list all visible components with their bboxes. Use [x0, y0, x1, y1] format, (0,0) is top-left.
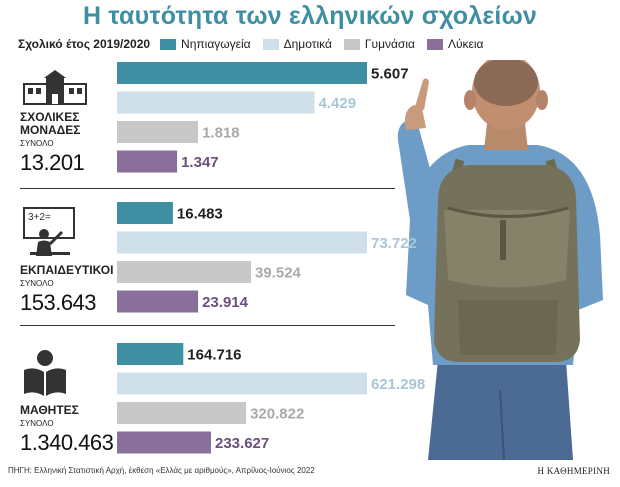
bar-1-3: [117, 121, 199, 143]
bar-2-3: [117, 261, 251, 283]
legend-swatch: [343, 38, 360, 50]
section-name-schools: ΣΧΟΛΙΚΕΣ ΜΟΝΑΔΕΣ: [20, 111, 81, 137]
legend-item-dimotika: Δημοτικά: [262, 37, 332, 51]
section-total-schools: 13.201: [20, 150, 85, 175]
section-sub-label: ΣΥΝΟΛΟ: [20, 419, 54, 428]
section-sub-label: ΣΥΝΟΛΟ: [20, 139, 54, 148]
bar-value-label: 5.607: [371, 66, 409, 83]
student-with-backpack-photo: [397, 60, 603, 460]
section-sub-label: ΣΥΝΟΛΟ: [20, 279, 54, 288]
bar-value-label: 4.429: [319, 95, 357, 112]
section-total-teachers: 153.643: [20, 290, 97, 315]
legend-label: Γυμνάσια: [364, 37, 415, 51]
legend-year: Σχολικό έτος 2019/2020: [18, 37, 151, 51]
section-name-line: ΣΧΟΛΙΚΕΣ: [20, 110, 80, 124]
legend-label: Λύκεια: [447, 37, 484, 51]
section-name-students: ΜΑΘΗΤΕΣ: [20, 403, 79, 417]
source-note: ΠΗΓΗ: Ελληνική Στατιστική Αρχή, έκθεση «…: [8, 466, 315, 475]
bar-2-2: [117, 231, 367, 254]
svg-text:3+2=: 3+2=: [28, 212, 51, 223]
legend-swatch: [160, 38, 177, 50]
bar-2-4: [117, 290, 199, 313]
bar-value-label: 320.822: [250, 406, 304, 423]
bar-1-2: [117, 91, 315, 114]
bar-1-1: [117, 62, 367, 84]
legend-item-nipiagogeia: Νηπιαγωγεία: [160, 37, 251, 51]
bar-3-2: [117, 372, 367, 395]
bar-value-label: 23.914: [202, 294, 249, 311]
legend-label: Νηπιαγωγεία: [181, 37, 251, 51]
section-divider: [20, 188, 395, 189]
school-building-icon: [22, 70, 88, 111]
bar-3-4: [117, 431, 211, 454]
legend: Σχολικό έτος 2019/2020 Νηπιαγωγεία Δημοτ…: [18, 36, 495, 52]
teacher-at-board-icon: 3+2=: [22, 206, 78, 261]
bar-2-1: [117, 202, 173, 224]
section-divider: [20, 325, 395, 326]
bar-1-4: [117, 150, 178, 173]
bar-value-label: 73.722: [371, 235, 417, 252]
chart-title: Η ταυτότητα των ελληνικών σχολείων: [82, 2, 538, 30]
section-name-teachers: ΕΚΠΑΙΔΕΥΤΙΚΟΙ: [20, 263, 114, 277]
bar-3-1: [117, 343, 184, 365]
student-reading-icon: [22, 348, 68, 403]
section-name-line: ΜΟΝΑΔΕΣ: [20, 123, 81, 137]
section-total-students: 1.340.463: [20, 430, 114, 455]
bar-value-label: 621.298: [371, 376, 425, 393]
legend-swatch: [262, 38, 279, 50]
bar-value-label: 39.524: [255, 265, 302, 282]
bar-value-label: 16.483: [177, 206, 223, 223]
bar-3-3: [117, 402, 247, 424]
legend-item-lykeia: Λύκεια: [426, 37, 484, 51]
bar-value-label: 233.627: [215, 435, 269, 452]
legend-swatch: [426, 38, 443, 50]
bar-value-label: 1.347: [181, 154, 219, 171]
legend-label: Δημοτικά: [283, 37, 332, 51]
bar-value-label: 1.818: [202, 125, 240, 142]
legend-item-gymnasia: Γυμνάσια: [343, 37, 415, 51]
bar-value-label: 164.716: [187, 347, 241, 364]
brand-logo-text: Η ΚΑΘΗΜΕΡΙΝΗ: [537, 466, 610, 476]
